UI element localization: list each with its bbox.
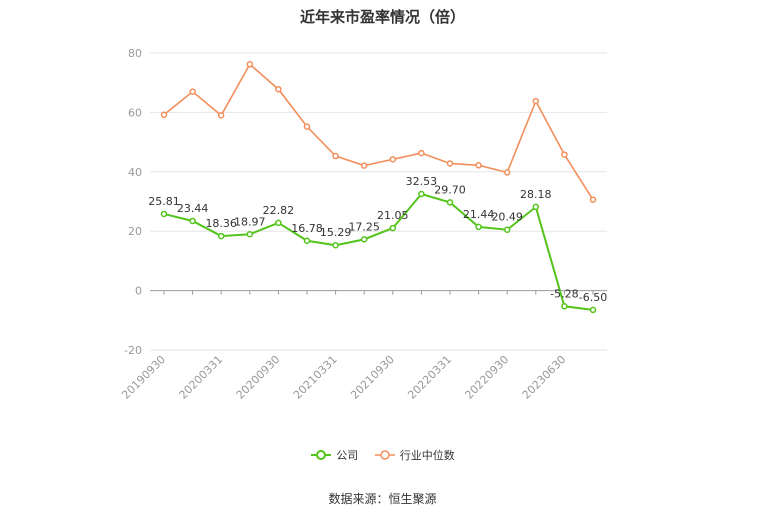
industry-median-data-point	[389, 156, 397, 163]
company-data-point	[446, 199, 454, 206]
company-data-point	[532, 203, 540, 211]
company-data-label: 32.53	[406, 175, 438, 188]
industry-median-data-point	[246, 61, 254, 68]
data-source: 数据来源：恒生聚源	[328, 492, 437, 506]
company-data-label: -6.50	[579, 291, 607, 304]
legend-item-company[interactable]: 公司	[310, 447, 358, 463]
company-data-label: -5.28	[550, 287, 578, 300]
company-data-label: 18.36	[205, 217, 237, 230]
company-data-point	[561, 303, 568, 310]
industry-median-data-point	[475, 162, 482, 169]
industry-median-data-point	[561, 151, 568, 158]
x-tick-label: 20190930	[119, 353, 168, 402]
legend-label-industry-median: 行业中位数	[399, 449, 455, 462]
company-data-point	[589, 306, 597, 314]
x-tick-label: 20220930	[463, 353, 512, 402]
industry-median-series-line	[163, 63, 594, 201]
industry-median-data-point	[446, 160, 454, 167]
industry-median-data-point	[589, 196, 597, 203]
company-data-label: 15.29	[320, 226, 352, 239]
company-data-point	[246, 231, 254, 238]
x-tick-label: 20210930	[348, 353, 397, 402]
company-data-label: 18.97	[234, 215, 266, 228]
industry-median-data-point	[217, 112, 225, 119]
company-data-point	[275, 219, 282, 227]
legend-marker-industry-median	[374, 450, 395, 460]
company-data-point	[217, 232, 225, 240]
company-data-label: 21.05	[377, 209, 409, 222]
industry-median-data-point	[275, 85, 282, 93]
company-data-label: 16.78	[291, 222, 323, 235]
company-data-point	[332, 241, 339, 249]
company-data-label: 22.82	[263, 204, 295, 217]
company-data-label: 20.49	[491, 211, 523, 224]
legend-item-industry-median[interactable]: 行业中位数	[374, 447, 455, 463]
company-data-point	[160, 210, 168, 218]
industry-median-data-point	[189, 88, 196, 95]
grid-layer	[150, 52, 607, 351]
industry-median-data-point	[503, 169, 511, 176]
industry-median-data-point	[303, 123, 311, 130]
y-tick-label: 80	[128, 47, 142, 60]
company-data-point	[303, 237, 311, 245]
y-tick-label: -20	[124, 344, 142, 357]
industry-median-data-point	[360, 162, 368, 169]
y-tick-label: 0	[135, 285, 142, 298]
y-tick-label: 20	[128, 225, 142, 238]
company-data-point	[189, 217, 196, 225]
series-layer	[160, 61, 597, 314]
company-data-label: 28.18	[520, 188, 552, 201]
company-data-point	[418, 190, 425, 198]
legend: 公司 行业中位数	[0, 447, 765, 464]
industry-median-data-point	[532, 97, 540, 105]
company-data-label: 29.70	[434, 183, 466, 196]
legend-label-company: 公司	[336, 449, 359, 462]
chart-title: 近年来市盈率情况（倍）	[299, 8, 465, 26]
company-data-label: 23.44	[177, 202, 209, 215]
x-tick-label: 20210331	[291, 353, 340, 402]
industry-median-data-point	[418, 149, 425, 157]
x-tick-label: 20230630	[520, 353, 569, 402]
company-data-label: 25.81	[148, 195, 180, 208]
company-series-line	[163, 192, 594, 311]
legend-marker-company	[311, 450, 332, 460]
industry-median-data-point	[332, 152, 339, 160]
company-data-point	[360, 236, 368, 243]
x-tick-label: 20200930	[234, 353, 283, 402]
x-tick-label: 20220331	[405, 353, 454, 402]
company-data-point	[503, 226, 511, 233]
company-data-label: 21.44	[463, 208, 495, 221]
company-data-point	[475, 223, 482, 231]
industry-median-data-point	[160, 111, 168, 119]
company-data-point	[389, 224, 397, 232]
y-tick-label: 40	[128, 166, 142, 179]
x-tick-label: 20200331	[177, 353, 226, 402]
company-data-label: 17.25	[348, 220, 380, 233]
y-tick-label: 60	[128, 106, 142, 119]
